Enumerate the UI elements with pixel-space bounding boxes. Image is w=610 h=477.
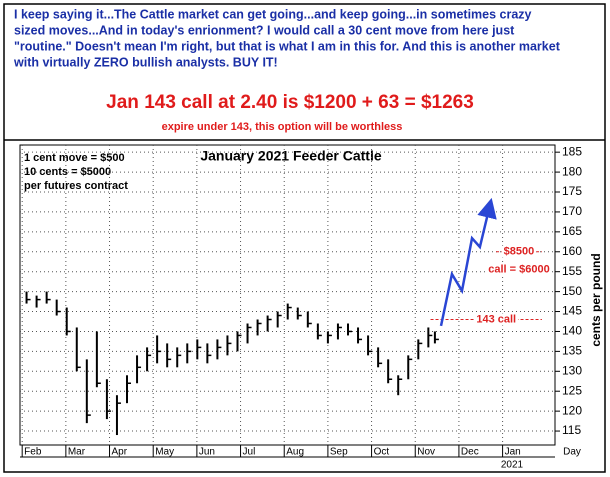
y-tick-label: 145 xyxy=(562,304,582,318)
x-tick-label: Dec xyxy=(461,447,479,458)
x-tick-label: Feb xyxy=(24,447,42,458)
level-label-bg xyxy=(501,245,537,258)
y-axis-label: cents per pound xyxy=(589,253,603,346)
x-tick-label: Oct xyxy=(374,447,390,458)
projection-line xyxy=(439,197,497,327)
x-tick-label: Jan xyxy=(505,447,521,458)
y-tick-label: 115 xyxy=(562,423,581,437)
x-tick-label: Mar xyxy=(68,447,86,458)
y-tick-label: 160 xyxy=(562,244,582,258)
x-axis-label: Day xyxy=(563,447,581,458)
y-tick-label: 130 xyxy=(562,363,582,377)
note-line: "routine." Doesn't mean I'm right, but t… xyxy=(14,39,561,53)
x-tick-label: Nov xyxy=(417,447,435,458)
x-tick-label: Aug xyxy=(286,447,304,458)
note-line: with virtually ZERO bullish analysts. BU… xyxy=(13,55,278,69)
level-label-bg xyxy=(474,313,519,326)
y-tick-label: 140 xyxy=(562,324,582,338)
x-tick-label: Jun xyxy=(199,447,215,458)
y-tick-label: 120 xyxy=(562,403,582,417)
info-line: per futures contract xyxy=(24,180,128,192)
y-tick-label: 180 xyxy=(562,164,582,178)
chart-title: January 2021 Feeder Cattle xyxy=(200,148,382,164)
x-tick-label: Jul xyxy=(243,447,256,458)
y-tick-label: 125 xyxy=(562,383,582,397)
level-label: call = $6000 xyxy=(488,264,549,276)
info-line: 1 cent move = $500 xyxy=(24,152,125,164)
y-tick-label: 175 xyxy=(562,184,582,198)
headline: Jan 143 call at 2.40 is $1200 + 63 = $12… xyxy=(106,92,474,113)
y-tick-label: 155 xyxy=(562,264,582,278)
info-line: 10 cents = $5000 xyxy=(24,166,111,178)
level-label: 143 call xyxy=(476,313,516,325)
note-line: sized moves...And in today's enrionment?… xyxy=(14,23,515,37)
note-line: I keep saying it...The Cattle market can… xyxy=(14,7,532,21)
y-tick-label: 150 xyxy=(562,284,582,298)
x-tick-label: May xyxy=(155,447,174,458)
subline: expire under 143, this option will be wo… xyxy=(162,121,403,133)
x-tick-label: Apr xyxy=(112,447,128,458)
year-label: 2021 xyxy=(501,460,524,471)
y-tick-label: 170 xyxy=(562,204,582,218)
level-label-bg xyxy=(486,263,552,276)
y-tick-label: 185 xyxy=(562,144,582,158)
level-label: $8500 xyxy=(504,246,535,258)
x-tick-label: Sep xyxy=(330,447,348,458)
y-tick-label: 135 xyxy=(562,344,582,358)
frame xyxy=(3,3,606,473)
y-tick-label: 165 xyxy=(562,224,582,238)
plot-area xyxy=(19,144,556,446)
